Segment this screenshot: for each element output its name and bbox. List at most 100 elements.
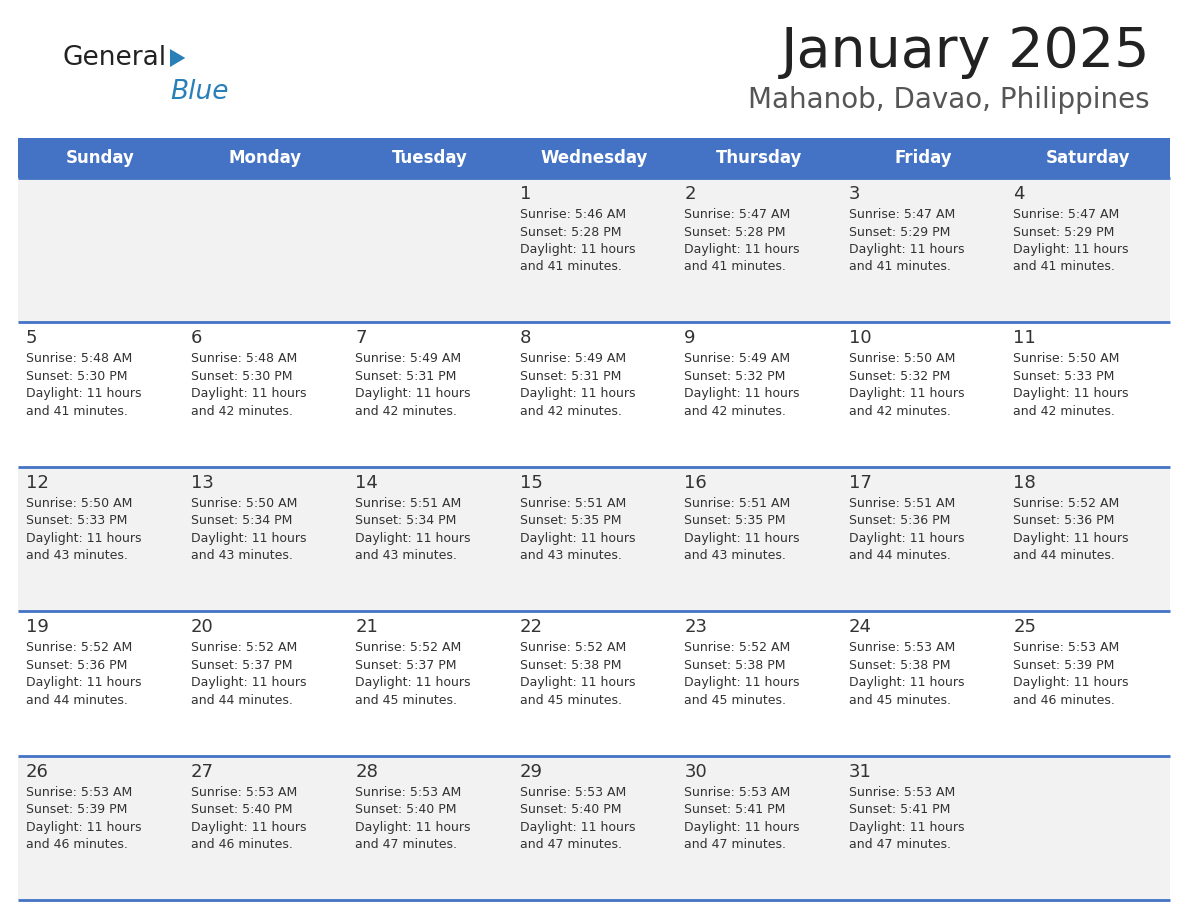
Text: Sunset: 5:36 PM: Sunset: 5:36 PM bbox=[26, 659, 127, 672]
Bar bbox=[512, 322, 676, 466]
Bar bbox=[676, 138, 841, 178]
Bar bbox=[676, 178, 841, 322]
Text: Daylight: 11 hours: Daylight: 11 hours bbox=[190, 677, 307, 689]
Text: 24: 24 bbox=[849, 618, 872, 636]
Bar bbox=[1005, 178, 1170, 322]
Text: Sunrise: 5:51 AM: Sunrise: 5:51 AM bbox=[849, 497, 955, 509]
Text: Daylight: 11 hours: Daylight: 11 hours bbox=[684, 677, 800, 689]
Text: Sunset: 5:33 PM: Sunset: 5:33 PM bbox=[1013, 370, 1114, 383]
Text: Daylight: 11 hours: Daylight: 11 hours bbox=[355, 677, 470, 689]
Text: Sunset: 5:40 PM: Sunset: 5:40 PM bbox=[190, 803, 292, 816]
Bar bbox=[347, 138, 512, 178]
Text: and 42 minutes.: and 42 minutes. bbox=[519, 405, 621, 418]
Text: Sunset: 5:38 PM: Sunset: 5:38 PM bbox=[519, 659, 621, 672]
Text: 10: 10 bbox=[849, 330, 872, 347]
Text: Sunrise: 5:52 AM: Sunrise: 5:52 AM bbox=[355, 641, 461, 655]
Text: 18: 18 bbox=[1013, 474, 1036, 492]
Text: Daylight: 11 hours: Daylight: 11 hours bbox=[190, 821, 307, 834]
Bar bbox=[18, 178, 183, 322]
Bar bbox=[841, 756, 1005, 900]
Text: and 42 minutes.: and 42 minutes. bbox=[190, 405, 292, 418]
Bar bbox=[18, 322, 183, 466]
Text: Sunrise: 5:52 AM: Sunrise: 5:52 AM bbox=[1013, 497, 1119, 509]
Text: Daylight: 11 hours: Daylight: 11 hours bbox=[684, 821, 800, 834]
Text: Sunrise: 5:53 AM: Sunrise: 5:53 AM bbox=[1013, 641, 1119, 655]
Text: 13: 13 bbox=[190, 474, 214, 492]
Text: Sunrise: 5:53 AM: Sunrise: 5:53 AM bbox=[684, 786, 790, 799]
Text: Sunrise: 5:52 AM: Sunrise: 5:52 AM bbox=[26, 641, 132, 655]
Bar bbox=[1005, 466, 1170, 611]
Text: Friday: Friday bbox=[895, 149, 952, 167]
Bar bbox=[676, 322, 841, 466]
Text: 28: 28 bbox=[355, 763, 378, 780]
Text: 29: 29 bbox=[519, 763, 543, 780]
Text: Sunrise: 5:49 AM: Sunrise: 5:49 AM bbox=[684, 353, 790, 365]
Text: Sunset: 5:34 PM: Sunset: 5:34 PM bbox=[355, 514, 456, 527]
Text: 19: 19 bbox=[26, 618, 49, 636]
Text: 6: 6 bbox=[190, 330, 202, 347]
Text: Daylight: 11 hours: Daylight: 11 hours bbox=[26, 677, 141, 689]
Text: Daylight: 11 hours: Daylight: 11 hours bbox=[26, 532, 141, 544]
Text: 23: 23 bbox=[684, 618, 707, 636]
Text: Sunrise: 5:50 AM: Sunrise: 5:50 AM bbox=[26, 497, 132, 509]
Text: and 47 minutes.: and 47 minutes. bbox=[355, 838, 457, 851]
Bar bbox=[183, 138, 347, 178]
Text: and 43 minutes.: and 43 minutes. bbox=[190, 549, 292, 563]
Text: 15: 15 bbox=[519, 474, 543, 492]
Text: Daylight: 11 hours: Daylight: 11 hours bbox=[519, 387, 636, 400]
Text: and 47 minutes.: and 47 minutes. bbox=[519, 838, 621, 851]
Text: Sunrise: 5:48 AM: Sunrise: 5:48 AM bbox=[190, 353, 297, 365]
Text: Sunset: 5:41 PM: Sunset: 5:41 PM bbox=[849, 803, 950, 816]
Text: Blue: Blue bbox=[170, 79, 228, 105]
Text: Sunrise: 5:53 AM: Sunrise: 5:53 AM bbox=[355, 786, 461, 799]
Text: Sunset: 5:32 PM: Sunset: 5:32 PM bbox=[684, 370, 785, 383]
Text: and 44 minutes.: and 44 minutes. bbox=[190, 694, 292, 707]
Bar bbox=[512, 611, 676, 756]
Bar bbox=[512, 138, 676, 178]
Text: 11: 11 bbox=[1013, 330, 1036, 347]
Text: Sunrise: 5:49 AM: Sunrise: 5:49 AM bbox=[355, 353, 461, 365]
Text: 2: 2 bbox=[684, 185, 696, 203]
Text: and 41 minutes.: and 41 minutes. bbox=[849, 261, 950, 274]
Text: Daylight: 11 hours: Daylight: 11 hours bbox=[355, 821, 470, 834]
Text: Sunset: 5:38 PM: Sunset: 5:38 PM bbox=[684, 659, 785, 672]
Bar bbox=[18, 466, 183, 611]
Text: and 47 minutes.: and 47 minutes. bbox=[684, 838, 786, 851]
Text: Sunset: 5:31 PM: Sunset: 5:31 PM bbox=[519, 370, 621, 383]
Text: January 2025: January 2025 bbox=[781, 25, 1150, 79]
Text: and 44 minutes.: and 44 minutes. bbox=[26, 694, 128, 707]
Text: 8: 8 bbox=[519, 330, 531, 347]
Text: Wednesday: Wednesday bbox=[541, 149, 647, 167]
Text: Sunset: 5:39 PM: Sunset: 5:39 PM bbox=[1013, 659, 1114, 672]
Text: Thursday: Thursday bbox=[715, 149, 802, 167]
Text: Daylight: 11 hours: Daylight: 11 hours bbox=[355, 532, 470, 544]
Bar bbox=[841, 178, 1005, 322]
Text: Sunset: 5:40 PM: Sunset: 5:40 PM bbox=[519, 803, 621, 816]
Text: Sunrise: 5:47 AM: Sunrise: 5:47 AM bbox=[1013, 208, 1119, 221]
Text: Sunrise: 5:53 AM: Sunrise: 5:53 AM bbox=[849, 786, 955, 799]
Text: Sunset: 5:35 PM: Sunset: 5:35 PM bbox=[519, 514, 621, 527]
Text: Sunset: 5:32 PM: Sunset: 5:32 PM bbox=[849, 370, 950, 383]
Text: and 46 minutes.: and 46 minutes. bbox=[190, 838, 292, 851]
Text: Sunrise: 5:53 AM: Sunrise: 5:53 AM bbox=[26, 786, 132, 799]
Bar bbox=[1005, 138, 1170, 178]
Text: Sunset: 5:36 PM: Sunset: 5:36 PM bbox=[1013, 514, 1114, 527]
Text: Daylight: 11 hours: Daylight: 11 hours bbox=[519, 677, 636, 689]
Text: and 41 minutes.: and 41 minutes. bbox=[1013, 261, 1116, 274]
Bar bbox=[1005, 322, 1170, 466]
Bar bbox=[676, 466, 841, 611]
Text: 27: 27 bbox=[190, 763, 214, 780]
Text: Sunrise: 5:52 AM: Sunrise: 5:52 AM bbox=[190, 641, 297, 655]
Text: Daylight: 11 hours: Daylight: 11 hours bbox=[1013, 532, 1129, 544]
Text: and 45 minutes.: and 45 minutes. bbox=[355, 694, 457, 707]
Text: 20: 20 bbox=[190, 618, 214, 636]
Text: Sunset: 5:37 PM: Sunset: 5:37 PM bbox=[355, 659, 456, 672]
Text: Sunset: 5:34 PM: Sunset: 5:34 PM bbox=[190, 514, 292, 527]
Text: and 42 minutes.: and 42 minutes. bbox=[684, 405, 786, 418]
Text: Daylight: 11 hours: Daylight: 11 hours bbox=[519, 243, 636, 256]
Text: Daylight: 11 hours: Daylight: 11 hours bbox=[849, 532, 965, 544]
Text: Sunset: 5:37 PM: Sunset: 5:37 PM bbox=[190, 659, 292, 672]
Bar bbox=[841, 322, 1005, 466]
Bar bbox=[512, 466, 676, 611]
Bar bbox=[183, 756, 347, 900]
